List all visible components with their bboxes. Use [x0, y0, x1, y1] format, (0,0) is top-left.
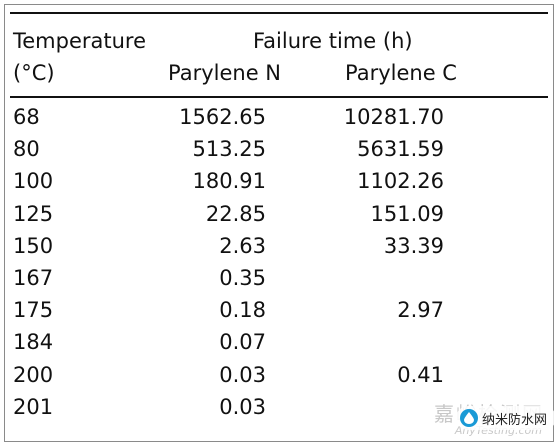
cell-parylene-n: 2.63: [219, 233, 266, 258]
cell-parylene-n: 22.85: [205, 201, 266, 226]
cell-parylene-n: 0.07: [219, 330, 266, 355]
header-failure-time: Failure time (h): [253, 29, 413, 53]
table-row: 100 180.91 1102.26: [0, 168, 560, 200]
table-row: 68 1562.65 10281.70: [0, 104, 560, 136]
table-frame: [4, 4, 554, 442]
cell-parylene-n: 1562.65: [179, 105, 266, 129]
cell-parylene-c: 5631.59: [357, 137, 444, 162]
table-row: 80 513.25 5631.59: [0, 136, 560, 168]
table-row: 167 0.35: [0, 265, 560, 297]
cell-parylene-n: 180.91: [192, 169, 266, 194]
table-row: 201 0.03: [0, 394, 560, 426]
header-parylene-n: Parylene N: [168, 61, 282, 85]
table-body: 68 1562.65 10281.70 80 513.25 5631.59 10…: [0, 104, 560, 426]
table-row: 150 2.63 33.39: [0, 233, 560, 265]
cell-temperature: 100: [13, 169, 54, 194]
cell-parylene-n: 0.03: [219, 362, 266, 387]
cell-temperature: 167: [13, 265, 54, 290]
cell-temperature: 150: [13, 233, 54, 258]
cell-temperature: 200: [13, 362, 54, 387]
cell-temperature: 201: [13, 394, 54, 419]
cell-parylene-c: 151.09: [370, 201, 444, 226]
header-temperature: Temperature: [13, 29, 147, 53]
cell-temperature: 175: [13, 298, 54, 323]
cell-parylene-c: 33.39: [383, 233, 444, 258]
header-temperature-unit: (°C): [13, 61, 55, 85]
table-row: 200 0.03 0.41: [0, 362, 560, 394]
cell-parylene-n: 513.25: [192, 137, 266, 162]
cell-temperature: 80: [13, 137, 40, 162]
droplet-icon: [460, 409, 478, 427]
cell-parylene-c: 2.97: [397, 298, 444, 323]
cell-parylene-n: 0.03: [219, 394, 266, 419]
cell-parylene-c: 0.41: [397, 362, 444, 387]
top-rule: [10, 12, 548, 14]
header-parylene-c: Parylene C: [345, 61, 457, 85]
cell-parylene-n: 0.18: [219, 298, 266, 323]
cell-temperature: 68: [13, 105, 40, 129]
cell-temperature: 125: [13, 201, 54, 226]
cell-parylene-c: 10281.70: [343, 105, 444, 129]
watermark-badge-label: 纳米防水网: [482, 412, 548, 428]
header-rule: [10, 96, 548, 98]
cell-temperature: 184: [13, 330, 54, 355]
cell-parylene-n: 0.35: [219, 265, 266, 290]
table-row: 125 22.85 151.09: [0, 201, 560, 233]
table-row: 175 0.18 2.97: [0, 297, 560, 329]
table-row: 184 0.07: [0, 329, 560, 361]
cell-parylene-c: 1102.26: [357, 169, 444, 194]
watermark-badge: 纳米防水网: [456, 406, 556, 430]
